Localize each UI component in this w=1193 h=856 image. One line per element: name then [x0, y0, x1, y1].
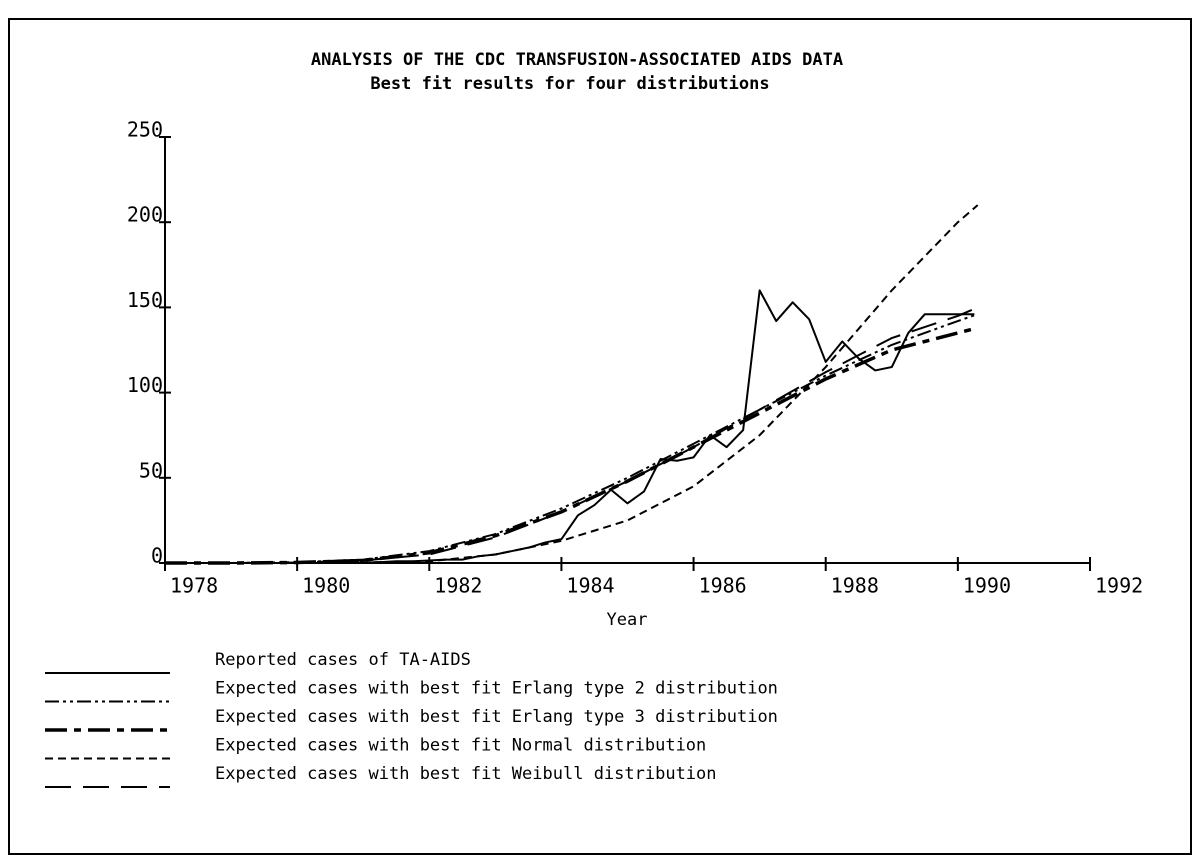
y-tick-label: 200	[127, 203, 163, 227]
y-tick-label: 0	[151, 544, 163, 568]
y-tick-label: 150	[127, 288, 163, 312]
legend-label: Expected cases with best fit Erlang type…	[215, 679, 778, 699]
y-tick-label: 50	[139, 458, 163, 482]
x-axis-label: Year	[607, 610, 648, 630]
chart-title: ANALYSIS OF THE CDC TRANSFUSION-ASSOCIAT…	[311, 50, 843, 70]
chart-subtitle: Best fit results for four distributions	[370, 74, 769, 94]
series-line	[165, 306, 979, 564]
series-line	[165, 204, 979, 564]
legend-label: Reported cases of TA-AIDS	[215, 650, 471, 670]
x-tick-label: 1982	[434, 574, 482, 598]
frame	[8, 18, 1192, 855]
x-tick-label: 1992	[1095, 574, 1143, 598]
x-tick-label: 1978	[170, 574, 218, 598]
y-tick-label: 250	[127, 118, 163, 142]
x-tick-label: 1984	[566, 574, 614, 598]
legend-label: Expected cases with best fit Weibull dis…	[215, 764, 717, 784]
legend-label: Expected cases with best fit Erlang type…	[215, 707, 778, 727]
x-tick-label: 1986	[699, 574, 747, 598]
x-tick-label: 1990	[963, 574, 1011, 598]
y-tick-label: 100	[127, 373, 163, 397]
series-line	[165, 326, 979, 565]
series-line	[165, 289, 975, 564]
x-tick-label: 1980	[302, 574, 350, 598]
x-tick-label: 1988	[831, 574, 879, 598]
legend-label: Expected cases with best fit Normal dist…	[215, 736, 706, 756]
